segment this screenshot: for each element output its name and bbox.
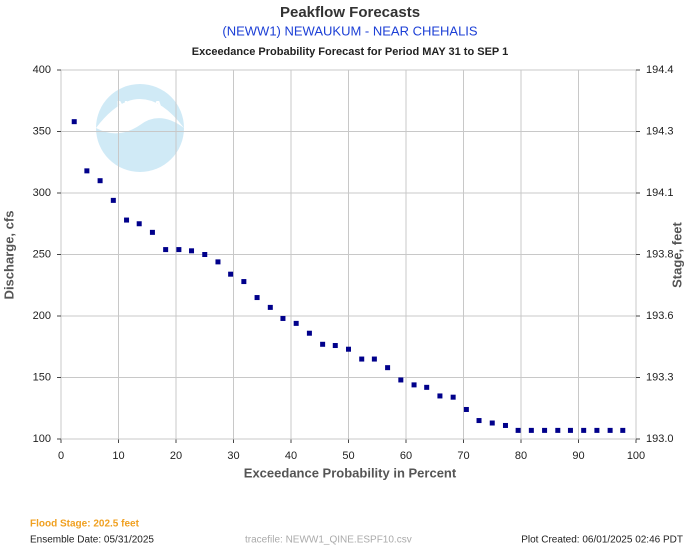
point [581,427,587,433]
logo-text: NOAA [116,99,164,116]
flood-stage: Flood Stage: 202.5 feet [30,519,140,530]
y2-tick-label: 193.3 [646,371,674,383]
point [202,252,208,257]
x-tick-label: 40 [285,450,297,462]
point [555,427,561,433]
x-tick-label: 60 [400,450,412,462]
point [385,365,391,371]
point [411,382,417,388]
y-tick-label: 150 [33,371,51,383]
point [359,356,365,362]
point [97,178,103,184]
plot-created: Plot Created: 06/01/2025 02:46 PDT [521,535,683,546]
point [124,217,130,223]
point [241,279,247,285]
y-tick-label: 250 [33,248,51,260]
point [280,315,286,321]
x-axis-label: Exceedance Probability in Percent [244,465,457,480]
point [450,394,456,400]
x-tick-label: 80 [515,450,527,462]
point [189,248,195,254]
point [398,377,404,383]
y2-tick-label: 194.1 [646,187,674,199]
point [149,229,155,235]
point [267,304,273,310]
x-tick-label: 10 [112,450,124,462]
x-tick-label: 100 [627,450,645,462]
chart-subtitle: (NEWW1) NEWAUKUM - NEAR CHEHALIS [222,23,478,38]
y-tick-label: 300 [33,187,51,199]
point [594,427,600,433]
x-tick-label: 30 [227,450,239,462]
point [424,384,430,390]
point [136,221,142,227]
point [110,197,116,203]
tracefile: tracefile: NEWW1_QINE.ESPF10.csv [245,535,412,546]
point [437,393,443,399]
x-tick-label: 0 [58,450,64,462]
x-tick-label: 20 [170,450,182,462]
y2-tick-label: 193.0 [646,433,674,445]
point [320,341,326,347]
y2-tick-label: 193.8 [646,248,674,260]
y2-axis-label: Stage, feet [669,221,684,287]
y-tick-label: 100 [33,433,51,445]
point [542,427,548,433]
noaa-logo: NOAA [96,84,184,172]
point [293,320,299,326]
x-tick-label: 70 [457,450,469,462]
point [476,418,482,424]
y2-tick-label: 194.3 [646,125,674,137]
point [567,427,573,433]
point [71,119,77,125]
ensemble-date: Ensemble Date: 05/31/2025 [30,535,154,546]
point [515,427,521,433]
point [228,271,234,277]
point [215,259,221,265]
point [502,422,508,428]
y-tick-label: 200 [33,310,51,322]
point [346,346,351,352]
point [163,247,169,253]
point [489,420,495,426]
point [332,343,338,349]
point [620,427,626,433]
period-label: Exceedance Probability Forecast for Peri… [192,46,508,58]
point [254,295,260,301]
x-tick-label: 90 [572,450,584,462]
x-tick-label: 50 [342,450,354,462]
y-tick-label: 400 [33,64,51,76]
point [306,330,312,336]
point [176,247,182,253]
point [371,356,377,362]
y2-tick-label: 194.4 [646,64,674,76]
point [84,168,90,174]
y-tick-label: 350 [33,125,51,137]
chart-title: Peakflow Forecasts [280,4,420,21]
y2-tick-label: 193.6 [646,310,674,322]
point [463,406,469,412]
y-axis-label: Discharge, cfs [1,211,16,300]
point [528,427,534,433]
point [607,427,613,433]
